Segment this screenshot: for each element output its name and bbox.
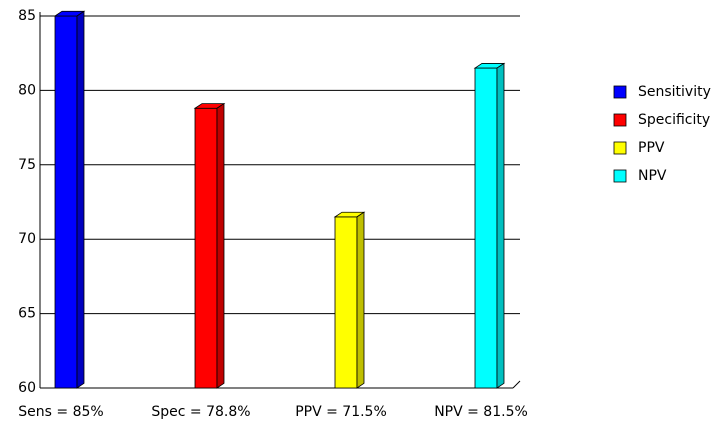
- bar-side: [496, 62, 505, 389]
- floor-edge: [512, 380, 521, 389]
- legend-label: PPV: [638, 140, 665, 156]
- bar: [474, 67, 498, 389]
- x-tick-label: PPV = 71.5%: [295, 404, 387, 420]
- bar: [54, 15, 78, 389]
- bar: [194, 107, 218, 389]
- bar-side: [76, 10, 85, 389]
- bar-side: [356, 211, 365, 389]
- y-tick-label: 70: [18, 231, 36, 247]
- y-tick-label: 60: [18, 380, 36, 396]
- y-tick-label: 85: [18, 8, 36, 24]
- legend-swatch: [613, 85, 627, 99]
- x-tick-label: NPV = 81.5%: [434, 404, 528, 420]
- legend-label: Sensitivity: [638, 84, 711, 100]
- x-tick-label: Spec = 78.8%: [151, 404, 250, 420]
- legend-swatch: [613, 141, 627, 155]
- legend-swatch: [613, 169, 627, 183]
- legend-label: NPV: [638, 168, 667, 184]
- legend-swatch: [613, 113, 627, 127]
- bar-side: [216, 102, 225, 389]
- bar: [334, 216, 358, 389]
- y-tick-label: 75: [18, 157, 36, 173]
- legend-label: Specificity: [638, 112, 710, 128]
- x-tick-label: Sens = 85%: [18, 404, 103, 420]
- y-tick-label: 80: [18, 82, 36, 98]
- y-tick-label: 65: [18, 306, 36, 322]
